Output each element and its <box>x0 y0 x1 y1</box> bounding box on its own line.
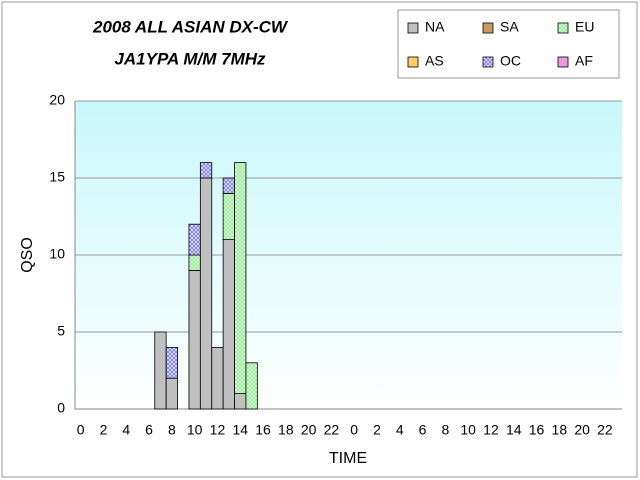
x-tick-label: 6 <box>145 422 153 438</box>
x-tick-label: 22 <box>324 422 340 438</box>
x-tick-label: 4 <box>396 422 404 438</box>
x-tick-label: 0 <box>350 422 358 438</box>
legend-label: AF <box>575 53 593 69</box>
bar-segment <box>199 162 213 179</box>
x-tick-label: 16 <box>529 422 545 438</box>
legend-swatch <box>482 56 494 68</box>
bar-segment <box>165 377 178 410</box>
chart-title: 2008 ALL ASIAN DX-CW <box>92 17 289 36</box>
x-tick-label: 4 <box>122 422 130 438</box>
legend-swatch <box>557 56 569 68</box>
chart-subtitle: JA1YPA M/M 7MHz <box>114 49 266 68</box>
y-tick-label: 0 <box>57 400 65 416</box>
x-tick-label: 8 <box>168 422 176 438</box>
x-tick-label: 6 <box>419 422 427 438</box>
bar-segment <box>211 346 224 410</box>
legend-label: SA <box>500 19 519 35</box>
bar-segment <box>234 162 247 395</box>
legend-label: EU <box>575 19 594 35</box>
x-tick-label: 22 <box>597 422 613 438</box>
bar-segment <box>222 239 235 410</box>
legend-label: NA <box>425 19 445 35</box>
legend-box <box>397 9 620 79</box>
x-tick-label: 12 <box>210 422 226 438</box>
x-axis-label: TIME <box>329 450 367 467</box>
y-tick-label: 10 <box>49 246 65 262</box>
x-tick-label: 0 <box>77 422 85 438</box>
bar-segment <box>234 393 247 410</box>
y-tick-label: 15 <box>49 169 65 185</box>
bar-segment <box>199 177 213 410</box>
x-tick-label: 18 <box>278 422 294 438</box>
legend-swatch <box>482 22 494 34</box>
bar-segment <box>188 254 201 271</box>
bar-segment <box>222 177 235 194</box>
x-tick-label: 12 <box>483 422 499 438</box>
bar-segment <box>165 346 178 379</box>
y-tick-label: 20 <box>49 92 65 108</box>
x-tick-label: 14 <box>506 422 522 438</box>
legend-swatch <box>557 22 569 34</box>
y-axis-label: QSO <box>19 237 36 273</box>
x-tick-label: 20 <box>574 422 590 438</box>
x-tick-label: 18 <box>552 422 568 438</box>
x-tick-label: 16 <box>255 422 271 438</box>
y-tick-label: 5 <box>57 323 65 339</box>
x-tick-label: 14 <box>232 422 248 438</box>
legend-label: OC <box>500 53 521 69</box>
x-tick-label: 2 <box>373 422 381 438</box>
legend-label: AS <box>425 53 444 69</box>
bar-segment <box>188 223 201 256</box>
x-tick-label: 10 <box>460 422 476 438</box>
legend-swatch <box>407 56 419 68</box>
bar-segment <box>245 362 258 410</box>
legend-swatch <box>407 22 419 34</box>
x-tick-label: 8 <box>441 422 449 438</box>
x-tick-label: 20 <box>301 422 317 438</box>
bar-segment <box>222 192 235 240</box>
bar-segment <box>154 331 167 410</box>
x-tick-label: 10 <box>187 422 203 438</box>
x-tick-label: 2 <box>100 422 108 438</box>
bar-segment <box>188 269 201 410</box>
